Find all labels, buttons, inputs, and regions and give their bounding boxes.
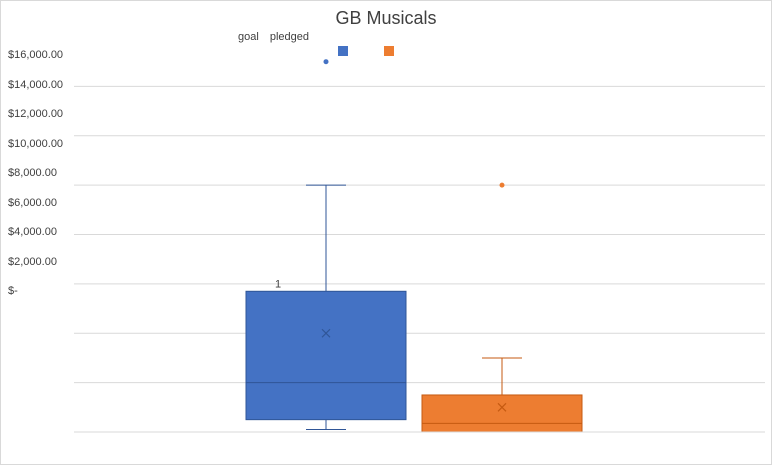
legend-label-goal: goal	[238, 31, 259, 43]
y-tick-label: $16,000.00	[8, 49, 64, 61]
box-goal	[245, 290, 407, 421]
box-pledged	[421, 394, 583, 433]
legend-label-pledged: pledged	[269, 31, 310, 43]
y-tick-label: $14,000.00	[8, 78, 64, 91]
y-tick-label: $8,000.00	[8, 167, 57, 179]
y-tick-label: $-	[8, 285, 18, 297]
data-label: 1	[275, 278, 281, 290]
chart-title: GB Musicals	[335, 8, 437, 28]
mean-marker	[321, 328, 331, 338]
y-tick-label: $12,000.00	[8, 108, 64, 120]
legend-swatch-pledged	[384, 46, 394, 56]
legend-labels: goal pledged	[238, 31, 317, 43]
y-tick-label: $6,000.00	[8, 196, 57, 209]
outlier-point	[323, 59, 329, 65]
y-tick-label: $4,000.00	[8, 226, 57, 238]
legend-swatch-goal	[338, 46, 348, 56]
y-tick-label: $10,000.00	[8, 137, 64, 150]
outlier-point	[499, 182, 505, 188]
mean-marker	[497, 402, 507, 412]
y-tick-label: $2,000.00	[8, 255, 57, 268]
